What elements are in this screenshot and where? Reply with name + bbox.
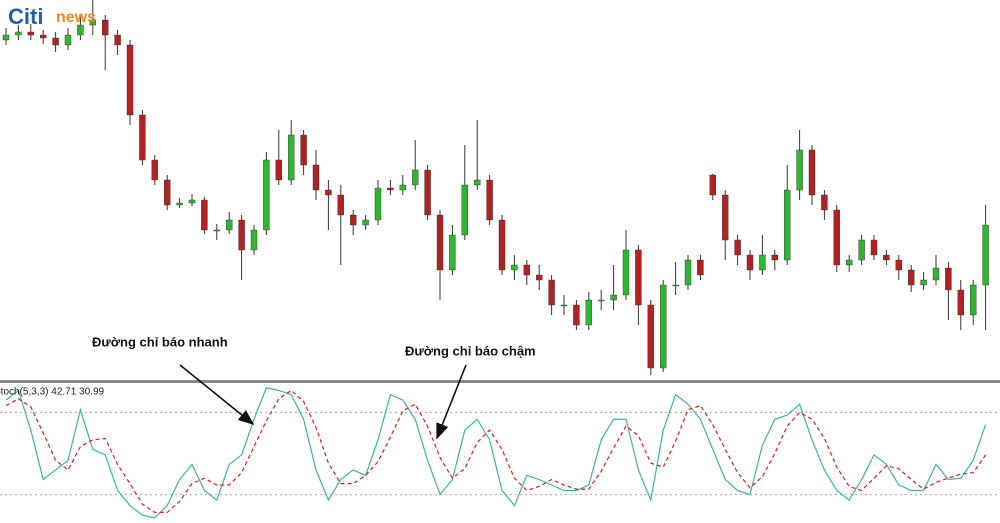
candle-body bbox=[176, 202, 183, 206]
candle-body bbox=[374, 187, 382, 221]
candle-body bbox=[40, 34, 47, 39]
candle-body bbox=[126, 44, 134, 116]
candle-body bbox=[15, 31, 22, 36]
candle-body bbox=[598, 299, 605, 302]
candle-body bbox=[412, 169, 419, 186]
candle-body bbox=[399, 184, 406, 191]
candle-body bbox=[536, 274, 543, 281]
candle-body bbox=[548, 279, 555, 306]
candle-body bbox=[2, 34, 10, 41]
candle-body bbox=[498, 219, 506, 271]
candle-body bbox=[225, 219, 233, 231]
candle-body bbox=[325, 189, 332, 196]
candle-body bbox=[300, 134, 307, 166]
logo-citi: Citi bbox=[8, 4, 43, 29]
candle-body bbox=[709, 174, 716, 196]
candle-body bbox=[647, 304, 654, 369]
candle-body bbox=[461, 184, 468, 236]
candle-body bbox=[151, 159, 159, 181]
candle-body bbox=[337, 194, 344, 216]
candle-body bbox=[560, 304, 568, 307]
candle-body bbox=[449, 234, 456, 271]
candle-body bbox=[213, 229, 221, 232]
candle-body bbox=[796, 149, 803, 191]
candle-body bbox=[846, 259, 853, 266]
stoch-line bbox=[5, 387, 987, 519]
candle-body bbox=[672, 284, 679, 287]
candle-body bbox=[957, 289, 964, 316]
candle-body bbox=[622, 249, 630, 296]
candle-body bbox=[697, 259, 704, 276]
candle-body bbox=[424, 169, 431, 216]
candle-body bbox=[784, 189, 791, 261]
annotation-arrow bbox=[436, 364, 467, 440]
candle-body bbox=[771, 254, 778, 261]
candle-body bbox=[833, 209, 840, 266]
candle-body bbox=[52, 37, 59, 46]
candle-body bbox=[635, 249, 642, 306]
candle-body bbox=[250, 229, 258, 251]
candle-body bbox=[722, 194, 729, 241]
candle-body bbox=[436, 214, 444, 271]
candle-body bbox=[114, 34, 121, 46]
candle-body bbox=[163, 179, 171, 206]
candle-body bbox=[585, 299, 592, 326]
candle-body bbox=[982, 224, 989, 286]
annotation: Đường chỉ báo nhanh bbox=[92, 334, 228, 349]
candle-body bbox=[511, 264, 518, 271]
candle-body bbox=[908, 269, 915, 286]
candle-body bbox=[312, 164, 320, 191]
candle-body bbox=[932, 267, 940, 281]
candle-body bbox=[883, 254, 890, 261]
indicator-label: Stoch(5,3,3) 42.71 30.99 bbox=[0, 387, 105, 398]
candle-body bbox=[101, 19, 109, 36]
candle-body bbox=[746, 254, 754, 271]
candle-body bbox=[821, 194, 828, 211]
annotation: Đường chỉ báo chậm bbox=[405, 343, 536, 358]
candle-body bbox=[895, 259, 902, 271]
candle-body bbox=[808, 149, 816, 196]
candle-body bbox=[486, 179, 493, 221]
candle-body bbox=[573, 304, 580, 326]
candle-body bbox=[660, 284, 667, 369]
candle-body bbox=[77, 24, 84, 36]
candle-body bbox=[89, 19, 97, 26]
candle-body bbox=[201, 199, 208, 231]
candle-body bbox=[362, 219, 369, 226]
candle-body bbox=[920, 279, 927, 286]
candle-body bbox=[350, 214, 357, 226]
candle-body bbox=[387, 187, 394, 191]
candle-body bbox=[64, 34, 72, 46]
candle-body bbox=[610, 294, 617, 301]
candle-body bbox=[945, 267, 952, 291]
candle-body bbox=[858, 239, 865, 261]
candle-body bbox=[684, 259, 692, 286]
candle-body bbox=[870, 239, 878, 256]
candle-body bbox=[139, 114, 146, 161]
annotation-arrow bbox=[179, 364, 255, 426]
candle-body bbox=[759, 254, 766, 271]
candle-body bbox=[263, 159, 270, 231]
candle-body bbox=[734, 239, 741, 256]
candle-body bbox=[27, 31, 34, 36]
candle-body bbox=[474, 179, 481, 186]
logo-news: news bbox=[56, 9, 96, 26]
candle-body bbox=[188, 199, 196, 204]
candle-body bbox=[275, 159, 282, 181]
candle-body bbox=[523, 264, 530, 276]
candle-body bbox=[288, 134, 295, 181]
stoch-line bbox=[5, 389, 987, 514]
candle-body bbox=[970, 284, 977, 316]
candle-body bbox=[238, 219, 245, 251]
